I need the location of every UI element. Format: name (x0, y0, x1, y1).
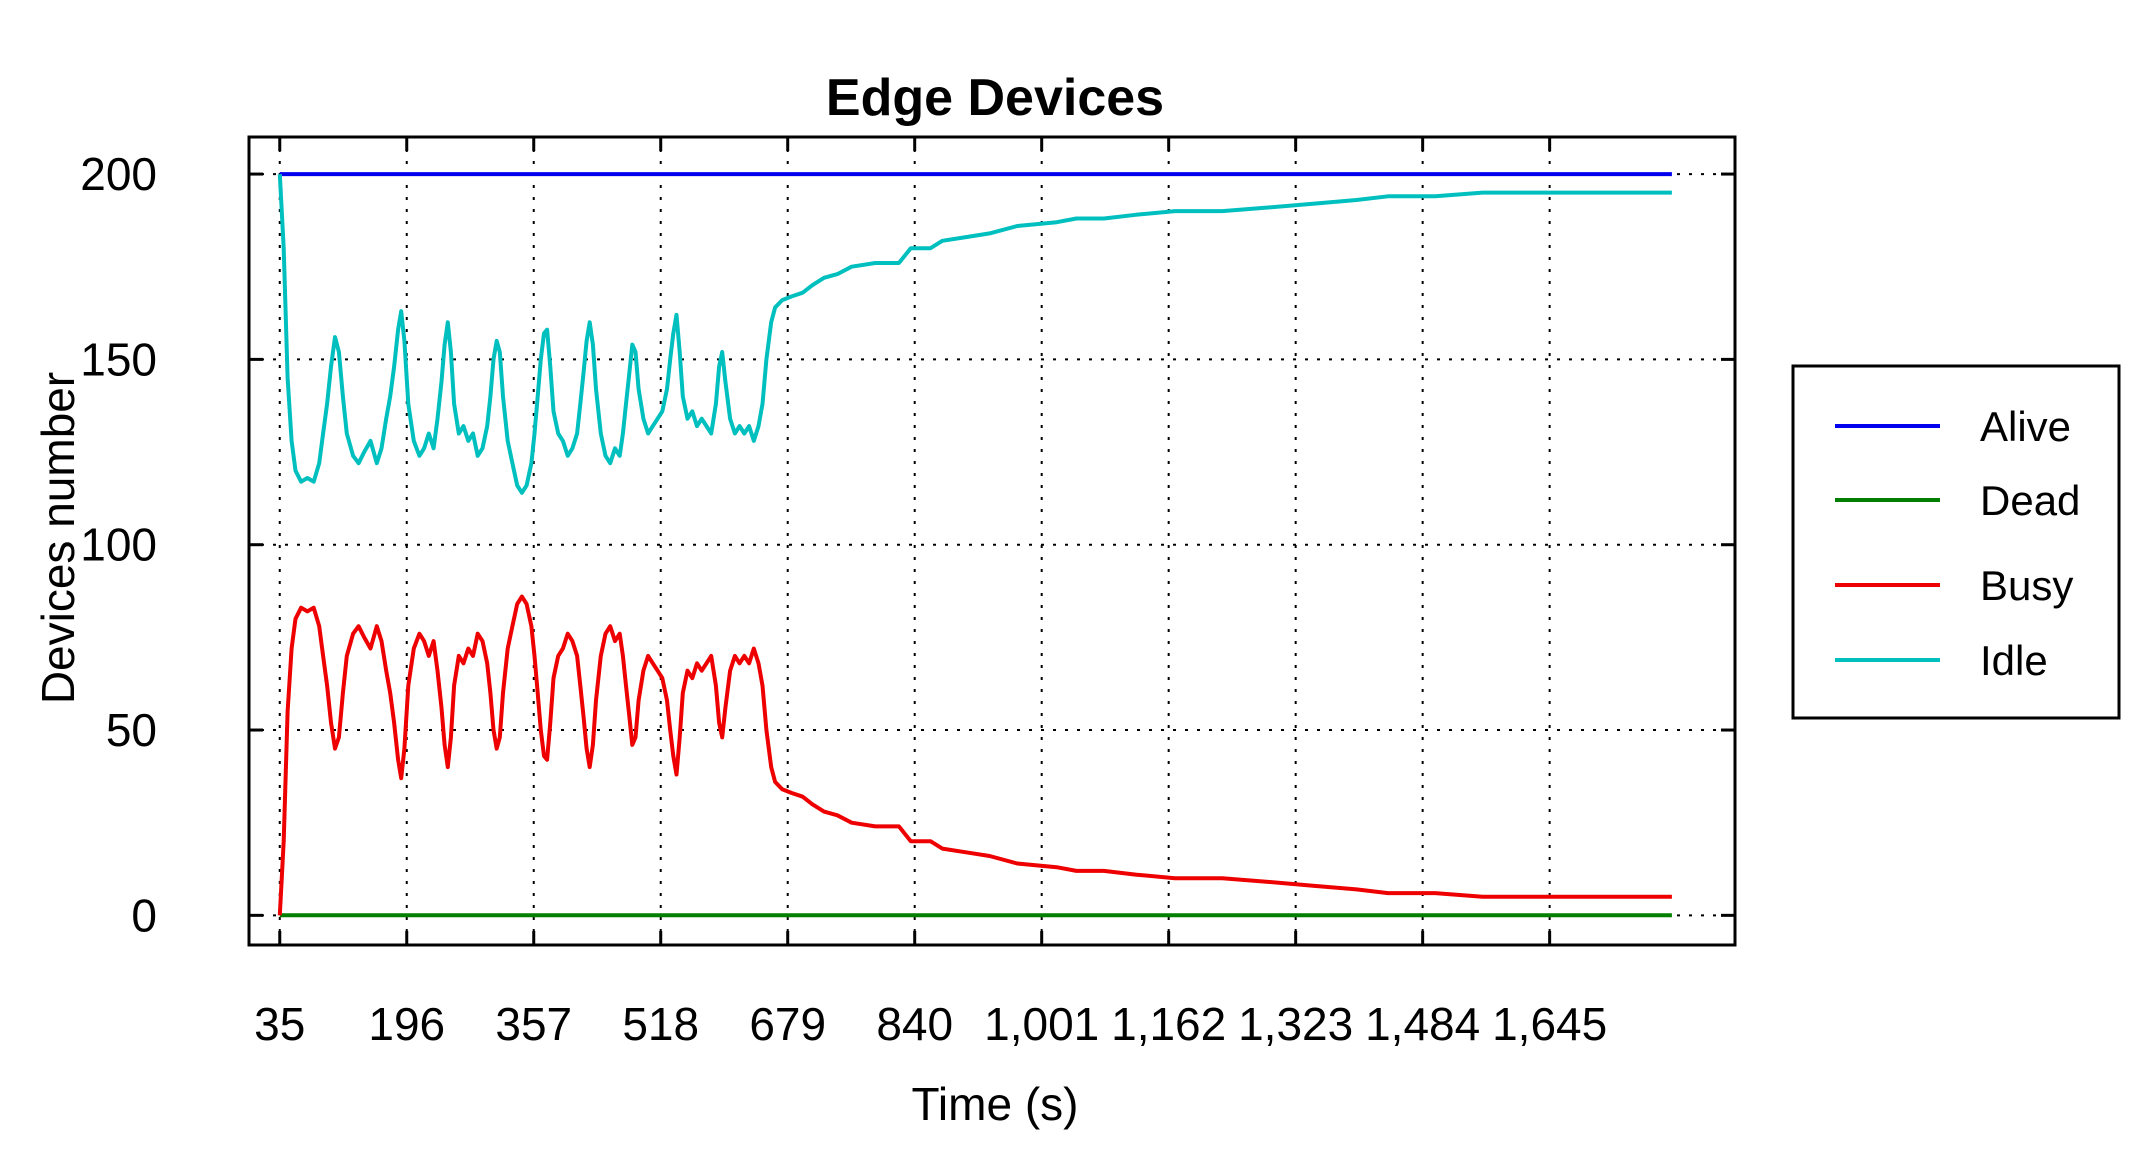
legend-label-busy: Busy (1980, 562, 2073, 609)
y-axis-label: Devices number (32, 372, 84, 704)
x-tick-label: 679 (749, 998, 826, 1050)
legend-label-alive: Alive (1980, 403, 2071, 450)
x-axis: 35 196 357 518 679 840 1,001 1,162 1,323 1,484 1,6… (254, 137, 1607, 1050)
x-tick-label: 840 (876, 998, 953, 1050)
legend: Alive Dead Busy Idle (1791, 364, 2121, 720)
y-tick-label: 50 (106, 704, 157, 756)
grid-lines (249, 137, 1735, 945)
series-line-idle (277, 173, 1672, 495)
x-tick-label: 1,162 (1111, 998, 1226, 1050)
x-tick-label: 1,484 (1365, 998, 1480, 1050)
y-tick-label: 100 (80, 519, 157, 571)
x-tick-label: 196 (368, 998, 445, 1050)
y-tick-label: 150 (80, 333, 157, 385)
x-tick-label: 1,001 (984, 998, 1099, 1050)
x-tick-label: 35 (254, 998, 305, 1050)
series-line-busy (277, 594, 1672, 916)
y-tick-label: 0 (131, 889, 157, 941)
series-lines (277, 172, 1672, 918)
x-tick-label: 1,645 (1492, 998, 1607, 1050)
y-tick-label: 200 (80, 148, 157, 200)
y-axis: 0 50 100 150 200 (80, 148, 1735, 941)
legend-label-dead: Dead (1980, 477, 2080, 524)
x-tick-label: 518 (622, 998, 699, 1050)
x-tick-label: 1,323 (1238, 998, 1353, 1050)
x-axis-label: Time (s) (912, 1078, 1079, 1130)
x-tick-label: 357 (495, 998, 572, 1050)
plot-frame (247, 135, 1737, 947)
legend-label-idle: Idle (1980, 637, 2048, 684)
chart-title: Edge Devices (826, 69, 1164, 127)
